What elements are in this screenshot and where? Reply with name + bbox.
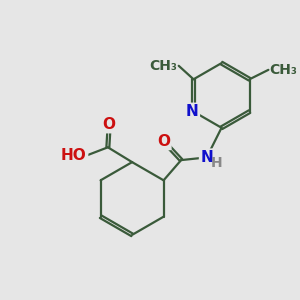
Text: N: N [200,150,213,165]
Text: O: O [157,134,170,149]
Text: CH₃: CH₃ [270,63,298,77]
Text: CH₃: CH₃ [149,59,177,73]
Text: H: H [210,156,222,170]
Text: HO: HO [61,148,87,163]
Text: O: O [103,117,116,132]
Text: N: N [186,104,199,119]
